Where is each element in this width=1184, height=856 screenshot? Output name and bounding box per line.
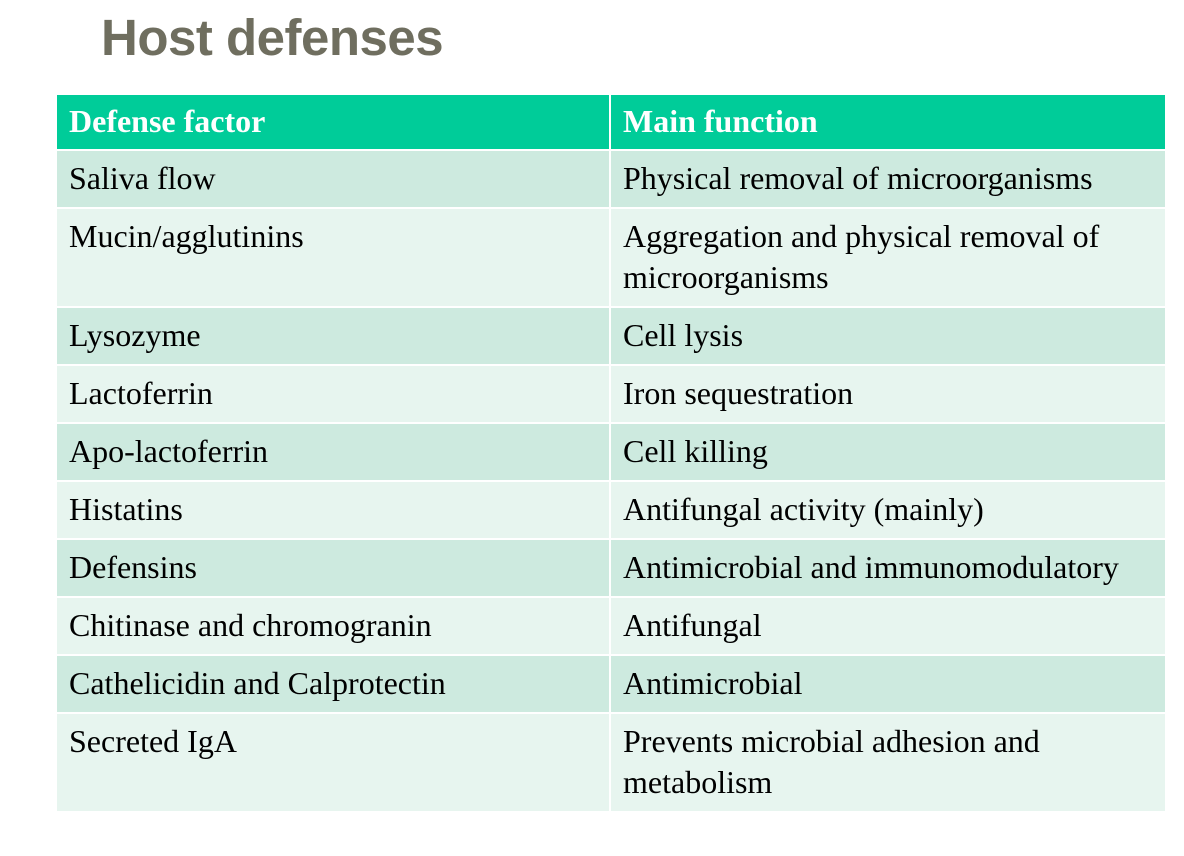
defense-factor-cell: Mucin/agglutinins	[57, 208, 611, 308]
table-row: Secreted IgA Prevents microbial adhesion…	[57, 713, 1165, 811]
main-function-cell: Iron sequestration	[610, 365, 1165, 424]
host-defenses-table: Defense factor Main function Saliva flow…	[57, 95, 1165, 811]
main-function-cell: Antimicrobial	[610, 655, 1165, 714]
table-row: Mucin/agglutinins Aggregation and physic…	[57, 208, 1165, 308]
column-header-defense-factor: Defense factor	[57, 95, 611, 151]
defense-factor-cell: Chitinase and chromogranin	[57, 597, 611, 656]
table-row: Lysozyme Cell lysis	[57, 307, 1165, 366]
main-function-cell: Prevents microbial adhesion and metaboli…	[610, 713, 1165, 811]
main-function-cell: Physical removal of microorganisms	[610, 150, 1165, 209]
table-header-row: Defense factor Main function	[57, 95, 1165, 151]
defense-factor-cell: Apo-lactoferrin	[57, 423, 611, 482]
table-row: Defensins Antimicrobial and immunomodula…	[57, 539, 1165, 598]
main-function-cell: Cell killing	[610, 423, 1165, 482]
main-function-cell: Antifungal activity (mainly)	[610, 481, 1165, 540]
defense-factor-cell: Cathelicidin and Calprotectin	[57, 655, 611, 714]
column-header-main-function: Main function	[610, 95, 1165, 151]
main-function-cell: Aggregation and physical removal of micr…	[610, 208, 1165, 308]
defense-factor-cell: Defensins	[57, 539, 611, 598]
table-row: Histatins Antifungal activity (mainly)	[57, 481, 1165, 540]
defense-factor-cell: Saliva flow	[57, 150, 611, 209]
defense-factor-cell: Lactoferrin	[57, 365, 611, 424]
main-function-cell: Antimicrobial and immunomodulatory	[610, 539, 1165, 598]
main-function-cell: Antifungal	[610, 597, 1165, 656]
page-title: Host defenses	[101, 9, 444, 66]
table-row: Cathelicidin and Calprotectin Antimicrob…	[57, 655, 1165, 714]
table-row: Saliva flow Physical removal of microorg…	[57, 150, 1165, 209]
defense-factor-cell: Secreted IgA	[57, 713, 611, 811]
main-function-cell: Cell lysis	[610, 307, 1165, 366]
defense-factor-cell: Histatins	[57, 481, 611, 540]
table-row: Apo-lactoferrin Cell killing	[57, 423, 1165, 482]
defense-factor-cell: Lysozyme	[57, 307, 611, 366]
table-row: Chitinase and chromogranin Antifungal	[57, 597, 1165, 656]
table-row: Lactoferrin Iron sequestration	[57, 365, 1165, 424]
